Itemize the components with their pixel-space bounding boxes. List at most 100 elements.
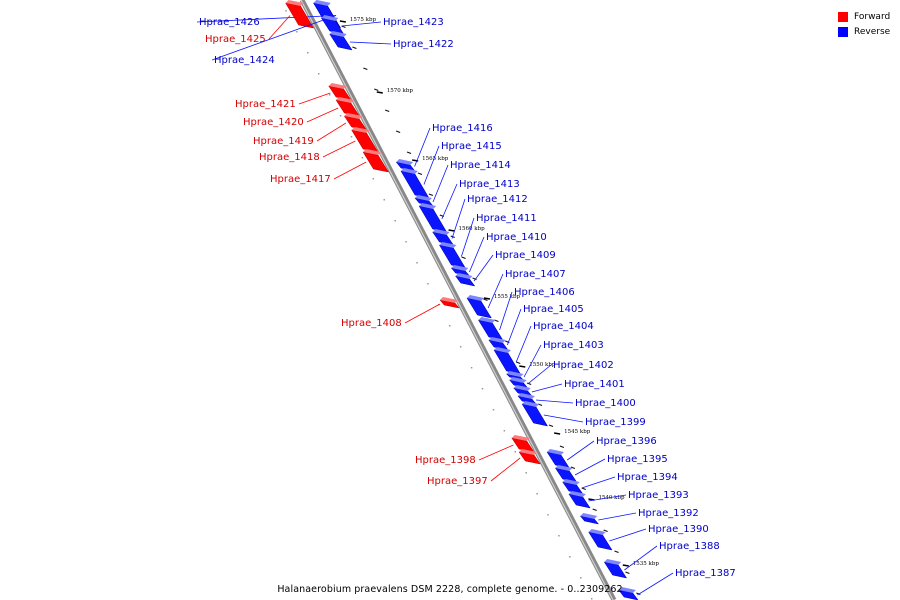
guide-dot	[361, 157, 364, 159]
gene-glyph-hprae-1388[interactable]	[603, 559, 628, 579]
gene-label-hprae-1405[interactable]: Hprae_1405	[523, 304, 584, 315]
scale-tick	[553, 432, 561, 435]
gene-leader-line	[515, 325, 532, 363]
gene-glyph-hprae-1392[interactable]	[579, 513, 600, 525]
genome-caption-text: Halanaerobium praevalens DSM 2228, compl…	[277, 584, 623, 595]
tick-dash	[592, 508, 597, 512]
gene-label-hprae-1412[interactable]: Hprae_1412	[467, 194, 528, 205]
gene-leader-line	[609, 528, 647, 542]
guide-dot	[317, 73, 320, 75]
gene-label-hprae-1423[interactable]: Hprae_1423	[383, 17, 444, 28]
gene-label-hprae-1416[interactable]: Hprae_1416	[432, 123, 493, 134]
gene-label-hprae-1397[interactable]: Hprae_1397	[427, 476, 488, 487]
guide-dot	[481, 388, 484, 390]
gene-glyph-hprae-1387[interactable]	[618, 587, 639, 600]
gene-label-hprae-1424[interactable]: Hprae_1424	[214, 55, 275, 66]
guide-dot	[416, 262, 418, 264]
gene-label-hprae-1411[interactable]: Hprae_1411	[476, 213, 537, 224]
gene-label-hprae-1403[interactable]: Hprae_1403	[543, 340, 604, 351]
scale-tick	[448, 229, 455, 232]
gene-glyph-hprae-1396[interactable]	[546, 449, 570, 469]
gene-label-hprae-1413[interactable]: Hprae_1413	[459, 179, 520, 190]
gene-label-hprae-1409[interactable]: Hprae_1409	[495, 250, 556, 261]
gene-label-hprae-1400[interactable]: Hprae_1400	[575, 398, 636, 409]
legend-label-reverse: Reverse	[854, 26, 891, 37]
tick-dash	[548, 424, 554, 428]
gene-label-hprae-1408[interactable]: Hprae_1408	[341, 318, 402, 329]
gene-glyph-hprae-1408[interactable]	[439, 297, 460, 309]
gene-label-hprae-1415[interactable]: Hprae_1415	[441, 141, 502, 152]
gene-leader-line	[306, 107, 339, 123]
gene-label-hprae-1401[interactable]: Hprae_1401	[564, 379, 625, 390]
gene-label-hprae-1414[interactable]: Hprae_1414	[450, 160, 511, 171]
scale-label: 1555 kbp	[494, 294, 521, 300]
gene-label-hprae-1421[interactable]: Hprae_1421	[235, 99, 296, 110]
gene-label-hprae-1410[interactable]: Hprae_1410	[486, 232, 547, 243]
scale-label: 1550 kbp	[529, 362, 556, 368]
gene-label-hprae-1395[interactable]: Hprae_1395	[607, 454, 668, 465]
tick-dash	[374, 88, 379, 92]
gene-glyph-hprae-1393[interactable]	[568, 491, 591, 509]
gene-leader-line	[333, 161, 367, 180]
tick-dash	[614, 550, 619, 554]
gene-leader-line	[423, 145, 440, 185]
gene-label-hprae-1394[interactable]: Hprae_1394	[617, 472, 678, 483]
tick-dash	[461, 256, 466, 260]
gene-leader-line	[588, 494, 627, 502]
gene-glyph-hprae-1422[interactable]	[329, 31, 353, 51]
gene-label-hprae-1398[interactable]: Hprae_1398	[415, 455, 476, 466]
gene-label-hprae-1390[interactable]: Hprae_1390	[648, 524, 709, 535]
gene-label-hprae-1407[interactable]: Hprae_1407	[505, 269, 566, 280]
gene-label-hprae-1399[interactable]: Hprae_1399	[585, 417, 646, 428]
guide-dot	[558, 535, 560, 537]
gene-glyph-hprae-1407[interactable]	[466, 295, 492, 319]
gene-label-hprae-1402[interactable]: Hprae_1402	[553, 360, 614, 371]
gene-label-hprae-1418[interactable]: Hprae_1418	[259, 152, 320, 163]
tick-dash	[603, 529, 608, 533]
guide-dot	[285, 10, 287, 12]
guide-dot	[569, 556, 571, 558]
tick-dash	[472, 277, 477, 281]
gene-label-hprae-1425[interactable]: Hprae_1425	[205, 34, 266, 45]
gene-leader-line	[598, 512, 637, 521]
gene-label-hprae-1420[interactable]: Hprae_1420	[243, 117, 304, 128]
gene-label-hprae-1406[interactable]: Hprae_1406	[514, 287, 575, 298]
gene-label-hprae-1392[interactable]: Hprae_1392	[638, 508, 699, 519]
gene-glyph-hprae-1417[interactable]	[362, 149, 389, 173]
guide-dot	[492, 409, 495, 411]
gene-glyph-hprae-1399[interactable]	[521, 401, 549, 427]
gene-leader-line	[432, 164, 449, 203]
tick-dash	[516, 361, 521, 365]
gene-label-hprae-1426[interactable]: Hprae_1426	[199, 17, 260, 28]
gene-leader-line	[566, 440, 595, 461]
gene-leader-line	[451, 198, 466, 239]
gene-glyph-hprae-1406[interactable]	[477, 317, 504, 341]
gene-label-hprae-1419[interactable]: Hprae_1419	[253, 136, 314, 147]
tick-dash	[526, 382, 532, 386]
gene-label-hprae-1404[interactable]: Hprae_1404	[533, 321, 594, 332]
gene-leader-line	[349, 41, 392, 45]
legend-item-forward: Forward	[838, 9, 898, 24]
gene-label-hprae-1417[interactable]: Hprae_1417	[270, 174, 331, 185]
guide-dot	[427, 283, 429, 285]
guide-dot	[514, 451, 517, 453]
tick-dash	[352, 46, 357, 50]
guide-dot	[580, 577, 582, 579]
guide-dot	[405, 241, 407, 243]
scale-tick	[339, 20, 347, 23]
reverse-swatch	[838, 26, 848, 37]
gene-glyph-hprae-1425[interactable]	[285, 0, 315, 29]
gene-label-hprae-1388[interactable]: Hprae_1388	[659, 541, 720, 552]
genome-caption: Halanaerobium praevalens DSM 2228, compl…	[0, 577, 900, 596]
gene-glyph-hprae-1390[interactable]	[588, 529, 613, 551]
gene-glyph-hprae-1423[interactable]	[320, 15, 345, 35]
gene-label-hprae-1396[interactable]: Hprae_1396	[596, 436, 657, 447]
scale-label: 1565 kbp	[422, 156, 449, 162]
gene-leader-line	[298, 92, 331, 105]
gene-label-hprae-1393[interactable]: Hprae_1393	[628, 490, 689, 501]
gene-leader-line	[624, 545, 658, 571]
gene-glyph-hprae-1397[interactable]	[518, 449, 541, 465]
gene-label-hprae-1422[interactable]: Hprae_1422	[393, 39, 454, 50]
gene-glyph-hprae-1409[interactable]	[454, 273, 476, 287]
gene-label-hprae-1387[interactable]: Hprae_1387	[675, 568, 736, 579]
